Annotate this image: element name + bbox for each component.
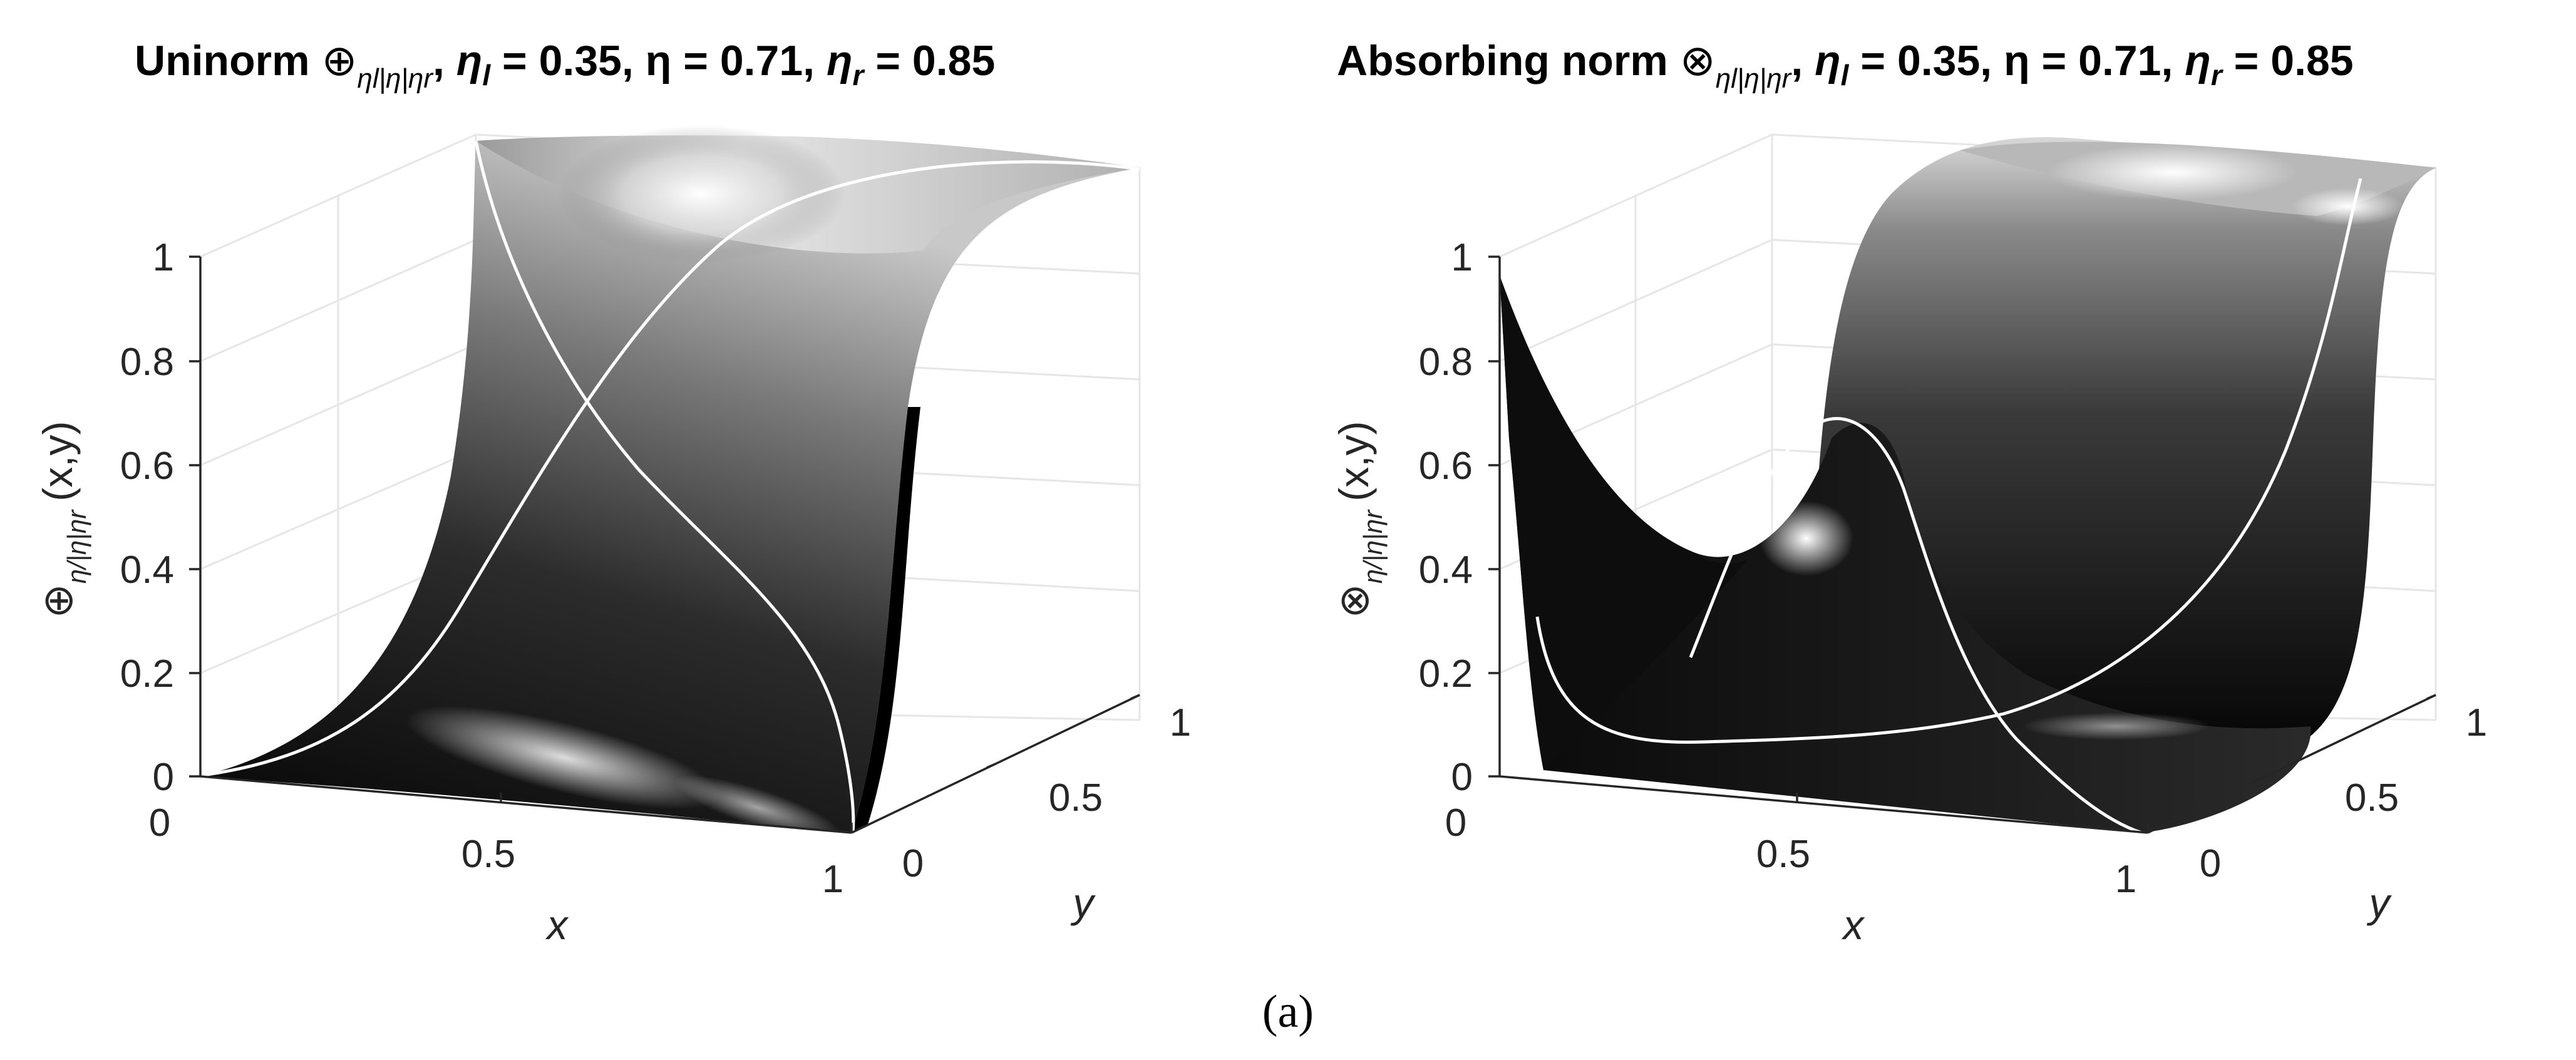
right-ztick: 1	[1451, 236, 1473, 279]
left-surface	[200, 125, 1140, 840]
right-ztick: 0	[1451, 756, 1473, 799]
left-ytick: 1	[1170, 701, 1191, 744]
right-ytick: 0	[2200, 842, 2221, 885]
left-ytick: 0.5	[1049, 776, 1103, 820]
left-ytick: 0	[902, 842, 924, 885]
left-plot: 1 0.8 0.6 0.4 0.2 0 0 0.5 1 0 0.5 1 x y …	[34, 37, 1191, 948]
right-ztick: 0.6	[1419, 445, 1473, 488]
svg-text:⊕η/|η|ηr(x,y): ⊕η/|η|ηr(x,y)	[34, 421, 92, 618]
left-xtick: 0	[149, 801, 170, 845]
right-ztick: 0.4	[1419, 548, 1473, 592]
svg-text:⊗η/|η|ηr(x,y): ⊗η/|η|ηr(x,y)	[1331, 421, 1388, 618]
right-ytick: 1	[2466, 701, 2487, 744]
right-xlabel: x	[1842, 902, 1865, 948]
left-ztick: 1	[153, 236, 174, 279]
left-ztick: 0	[153, 756, 174, 799]
left-ztick: 0.6	[120, 445, 174, 488]
left-ztick: 0.8	[120, 341, 174, 384]
right-ztick: 0.2	[1419, 652, 1473, 696]
left-ztick: 0.2	[120, 652, 174, 696]
right-zlabel: ⊗η/|η|ηr(x,y)	[1331, 421, 1388, 618]
right-axes	[1488, 255, 2436, 834]
right-ztick: 0.8	[1419, 341, 1473, 384]
left-zlabel: ⊕η/|η|ηr(x,y)	[34, 421, 92, 618]
figure-caption: (a)	[1262, 986, 1314, 1037]
left-title: Uninorm ⊕ηl|η|ηr, ηl = 0.35, η = 0.71, η…	[135, 37, 995, 94]
left-ztick: 0.4	[120, 548, 174, 592]
right-title: Absorbing norm ⊗ηl|η|ηr, ηl = 0.35, η = …	[1337, 37, 2354, 94]
right-xtick: 0.5	[1756, 833, 1810, 876]
left-xtick: 1	[822, 858, 843, 901]
left-xlabel: x	[545, 902, 569, 948]
right-ytick: 0.5	[2345, 776, 2399, 820]
right-plot: 1 0.8 0.6 0.4 0.2 0 0 0.5 1 0 0.5 1 x y …	[1331, 37, 2487, 948]
left-xtick: 0.5	[461, 833, 515, 876]
right-ylabel: y	[2367, 880, 2393, 926]
right-surface	[1500, 137, 2436, 835]
left-ylabel: y	[1071, 880, 1096, 926]
left-axes	[189, 255, 1140, 834]
right-xtick: 1	[2115, 858, 2136, 901]
right-xtick: 0	[1445, 801, 1466, 845]
